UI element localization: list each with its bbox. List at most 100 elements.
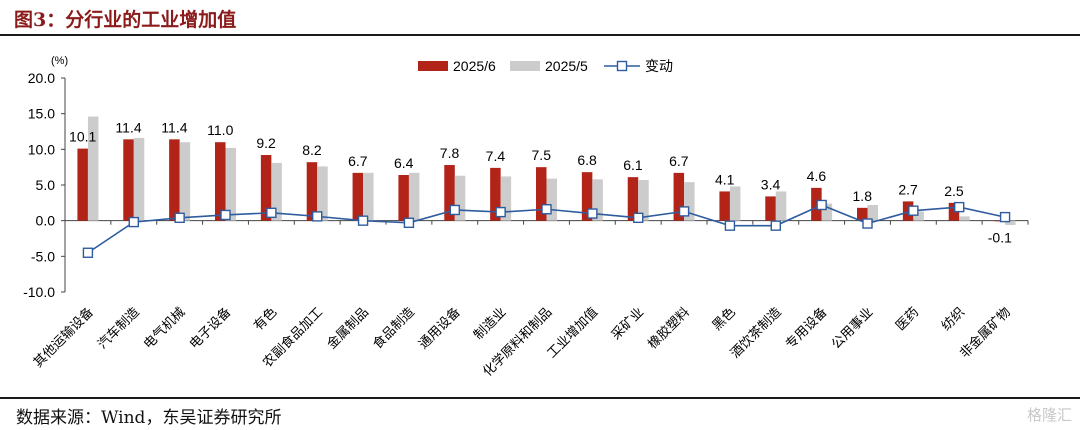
change-marker — [449, 204, 460, 216]
bar-2025/5 — [454, 175, 466, 221]
change-marker — [312, 211, 323, 222]
x-category-label: 食品制造 — [370, 304, 417, 351]
change-marker — [357, 215, 369, 226]
legend: 2025/6 2025/5 变动 — [418, 58, 673, 74]
bar-2025/6 — [352, 172, 364, 221]
x-category-label: 其他运输设备 — [30, 304, 96, 370]
bar-2025/6 — [444, 165, 455, 221]
bar-2025/6 — [215, 142, 226, 221]
x-category-label: 金属制品 — [324, 304, 371, 351]
bar-2025/6 — [260, 155, 272, 221]
bar-2025/6 — [948, 202, 960, 221]
bar-2025/6 — [77, 148, 88, 221]
y-tick-label: 0.0 — [36, 213, 56, 229]
change-marker — [862, 218, 873, 229]
x-category-label: 有色 — [250, 304, 279, 333]
legend-swatch-2025-6 — [418, 61, 448, 71]
bar-2025/5 — [133, 137, 145, 221]
bar-2025/5 — [87, 116, 99, 221]
bottom-rule — [0, 397, 1080, 399]
change-marker — [678, 206, 690, 217]
x-category-label: 专用设备 — [782, 304, 829, 351]
watermark-logo: 格隆汇 — [1026, 406, 1072, 424]
change-marker — [908, 205, 919, 216]
y-tick-label: 5.0 — [36, 177, 56, 193]
legend-swatch-2025-5 — [510, 61, 540, 71]
source-note: 数据来源：Wind，东吴证券研究所 — [16, 408, 282, 428]
data-label: 8.2 — [302, 142, 322, 158]
data-label: 6.8 — [577, 152, 597, 168]
x-category-label: 纺织 — [938, 304, 967, 333]
legend-label-change: 变动 — [645, 58, 673, 74]
x-category-label: 电气机械 — [140, 304, 187, 351]
bar-2025/5 — [225, 147, 236, 221]
bar-2025/6 — [627, 177, 639, 221]
data-label: 10.1 — [69, 129, 96, 145]
bar-2025/6 — [719, 191, 730, 221]
y-tick-label: 15.0 — [28, 106, 55, 122]
x-category-label: 制造业 — [471, 304, 509, 342]
bar-2025/5 — [546, 178, 557, 221]
bar-2025/6 — [169, 139, 180, 221]
data-label: 11.4 — [115, 119, 141, 135]
y-tick-label: 10.0 — [28, 141, 55, 157]
bar-2025/5 — [729, 186, 741, 221]
bar-2025/6 — [490, 167, 501, 221]
change-marker — [999, 211, 1011, 223]
bar-2025/6 — [306, 162, 318, 221]
change-marker — [266, 207, 277, 219]
bar-2025/5 — [1005, 220, 1016, 225]
y-tick-label: -5.0 — [31, 248, 55, 264]
bar-2025/6 — [765, 196, 776, 221]
data-label: 4.1 — [715, 171, 735, 187]
y-unit-label: (%) — [51, 55, 68, 67]
top-rule — [0, 34, 1080, 36]
data-label: 6.7 — [348, 153, 368, 169]
data-label: 1.8 — [853, 188, 873, 204]
change-marker — [816, 199, 827, 211]
data-label: 7.8 — [440, 145, 460, 161]
bar-2025/6 — [902, 201, 914, 221]
data-label: 2.7 — [898, 181, 918, 197]
change-marker — [174, 212, 185, 224]
legend-label-2025-5: 2025/5 — [545, 58, 588, 74]
change-marker — [587, 208, 598, 219]
x-category-label: 医药 — [892, 304, 921, 333]
data-label: 2.5 — [944, 183, 964, 199]
bar-2025/5 — [638, 180, 649, 221]
change-marker — [954, 201, 965, 213]
bar-2025/5 — [271, 162, 282, 221]
bar-2025/6 — [123, 139, 134, 221]
bar-2025/5 — [684, 182, 695, 221]
bar-2025/5 — [179, 142, 191, 221]
change-marker — [128, 216, 139, 228]
bar-2025/5 — [867, 204, 878, 221]
bar-2025/6 — [811, 187, 822, 221]
bar-marks — [77, 116, 1016, 225]
bar-2025/5 — [317, 166, 328, 221]
data-label: 4.6 — [807, 168, 827, 184]
bar-2025/6 — [536, 167, 547, 221]
bar-2025/5 — [913, 211, 924, 221]
bar-2025/5 — [821, 203, 833, 221]
x-category-label: 汽车制造 — [95, 304, 142, 351]
data-label: 3.4 — [761, 176, 781, 192]
change-line — [82, 199, 1011, 258]
change-marker — [770, 220, 781, 231]
bar-2025/5 — [592, 179, 603, 221]
x-category-label: 电子设备 — [186, 304, 233, 351]
bar-2025/5 — [959, 216, 970, 221]
data-label: 7.4 — [486, 148, 506, 164]
bar-2025/6 — [581, 172, 593, 221]
legend-label-2025-6: 2025/6 — [453, 58, 496, 74]
legend-marker-change — [616, 60, 628, 72]
data-label: -0.1 — [988, 230, 1012, 246]
bar-2025/5 — [775, 191, 787, 221]
figure-title: 图3：分行业的工业增加值 — [14, 9, 237, 31]
x-category-label: 通用设备 — [416, 304, 463, 351]
bar-2025/6 — [994, 220, 1006, 222]
data-labels: 10.1 11.4 11.4 11.0 9.2 8.2 6.7 6.4 7.8 7.4 7.5 6.8… — [69, 119, 1012, 245]
bar-2025/5 — [500, 176, 512, 221]
bar-2025/5 — [408, 172, 420, 221]
x-category-label: 公用事业 — [828, 304, 875, 351]
